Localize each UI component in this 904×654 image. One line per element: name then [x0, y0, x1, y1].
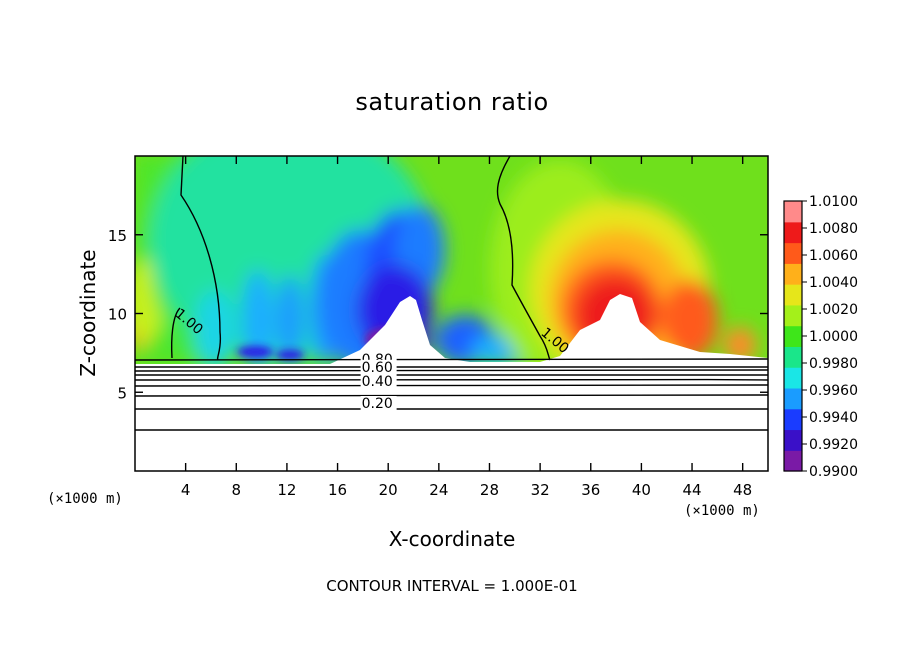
chart-title: saturation ratio — [355, 88, 549, 116]
contour-interval-note: CONTOUR INTERVAL = 1.000E-01 — [326, 577, 578, 595]
colorbar-label: 0.9920 — [809, 437, 858, 453]
colorbar-swatch — [784, 367, 802, 389]
colorbar-label: 0.9940 — [809, 410, 858, 426]
contour-label-text: 0.60 — [362, 360, 393, 376]
colorbar-label: 1.0060 — [809, 248, 858, 264]
x-tick-label: 36 — [581, 481, 600, 499]
colorbar-label: 1.0080 — [809, 221, 858, 237]
y-tick-label: 15 — [108, 227, 127, 245]
y-axis-label: Z-coordinate — [76, 249, 100, 377]
x-tick-label: 20 — [379, 481, 398, 499]
colorbar-label: 0.9900 — [809, 464, 858, 480]
colorbar-swatch — [784, 242, 802, 264]
x-unit-label: (×1000 m) — [684, 503, 760, 519]
contour-label-text: 0.40 — [362, 374, 393, 390]
x-tick-label: 44 — [682, 481, 701, 499]
colorbar-swatch — [784, 221, 802, 244]
colorbar-swatch — [784, 450, 802, 472]
colorbar-swatch — [784, 408, 802, 431]
contour-label: 0.20 — [360, 396, 397, 412]
colorbar-swatch — [784, 304, 802, 327]
colorbar-swatch — [784, 325, 802, 347]
y-tick-label: 5 — [117, 384, 127, 402]
x-tick-label: 32 — [531, 481, 550, 499]
x-tick-label: 40 — [632, 481, 651, 499]
colorbar-label: 1.0020 — [809, 302, 858, 318]
x-tick-label: 28 — [480, 481, 499, 499]
colorbar-swatch — [784, 201, 802, 223]
x-tick-label: 4 — [181, 481, 191, 499]
colorbar-swatch — [784, 387, 802, 410]
x-tick-label: 12 — [277, 481, 296, 499]
x-axis-label: X-coordinate — [388, 527, 516, 551]
y-tick-label: 10 — [108, 306, 127, 324]
x-tick-label: 48 — [733, 481, 752, 499]
contour-label: 0.60 — [360, 359, 397, 376]
contour-label-text: 0.20 — [362, 396, 393, 412]
colorbar-label: 1.0000 — [809, 329, 858, 345]
colorbar-label: 1.0040 — [809, 275, 858, 291]
colorbar-swatch — [784, 429, 802, 451]
colorbar-swatch — [784, 346, 802, 368]
colorbar-swatch — [784, 263, 802, 285]
colorbar-swatch — [784, 284, 802, 306]
colorbar-label: 1.0100 — [809, 194, 858, 210]
y-unit-label: (×1000 m) — [47, 491, 123, 507]
x-tick-label: 24 — [429, 481, 448, 499]
saturation-field — [135, 156, 768, 471]
x-tick-label: 8 — [232, 481, 242, 499]
x-tick-label: 16 — [328, 481, 347, 499]
colorbar-label: 0.9980 — [809, 356, 858, 372]
contour-label: 0.40 — [360, 373, 397, 390]
colorbar-label: 0.9960 — [809, 383, 858, 399]
